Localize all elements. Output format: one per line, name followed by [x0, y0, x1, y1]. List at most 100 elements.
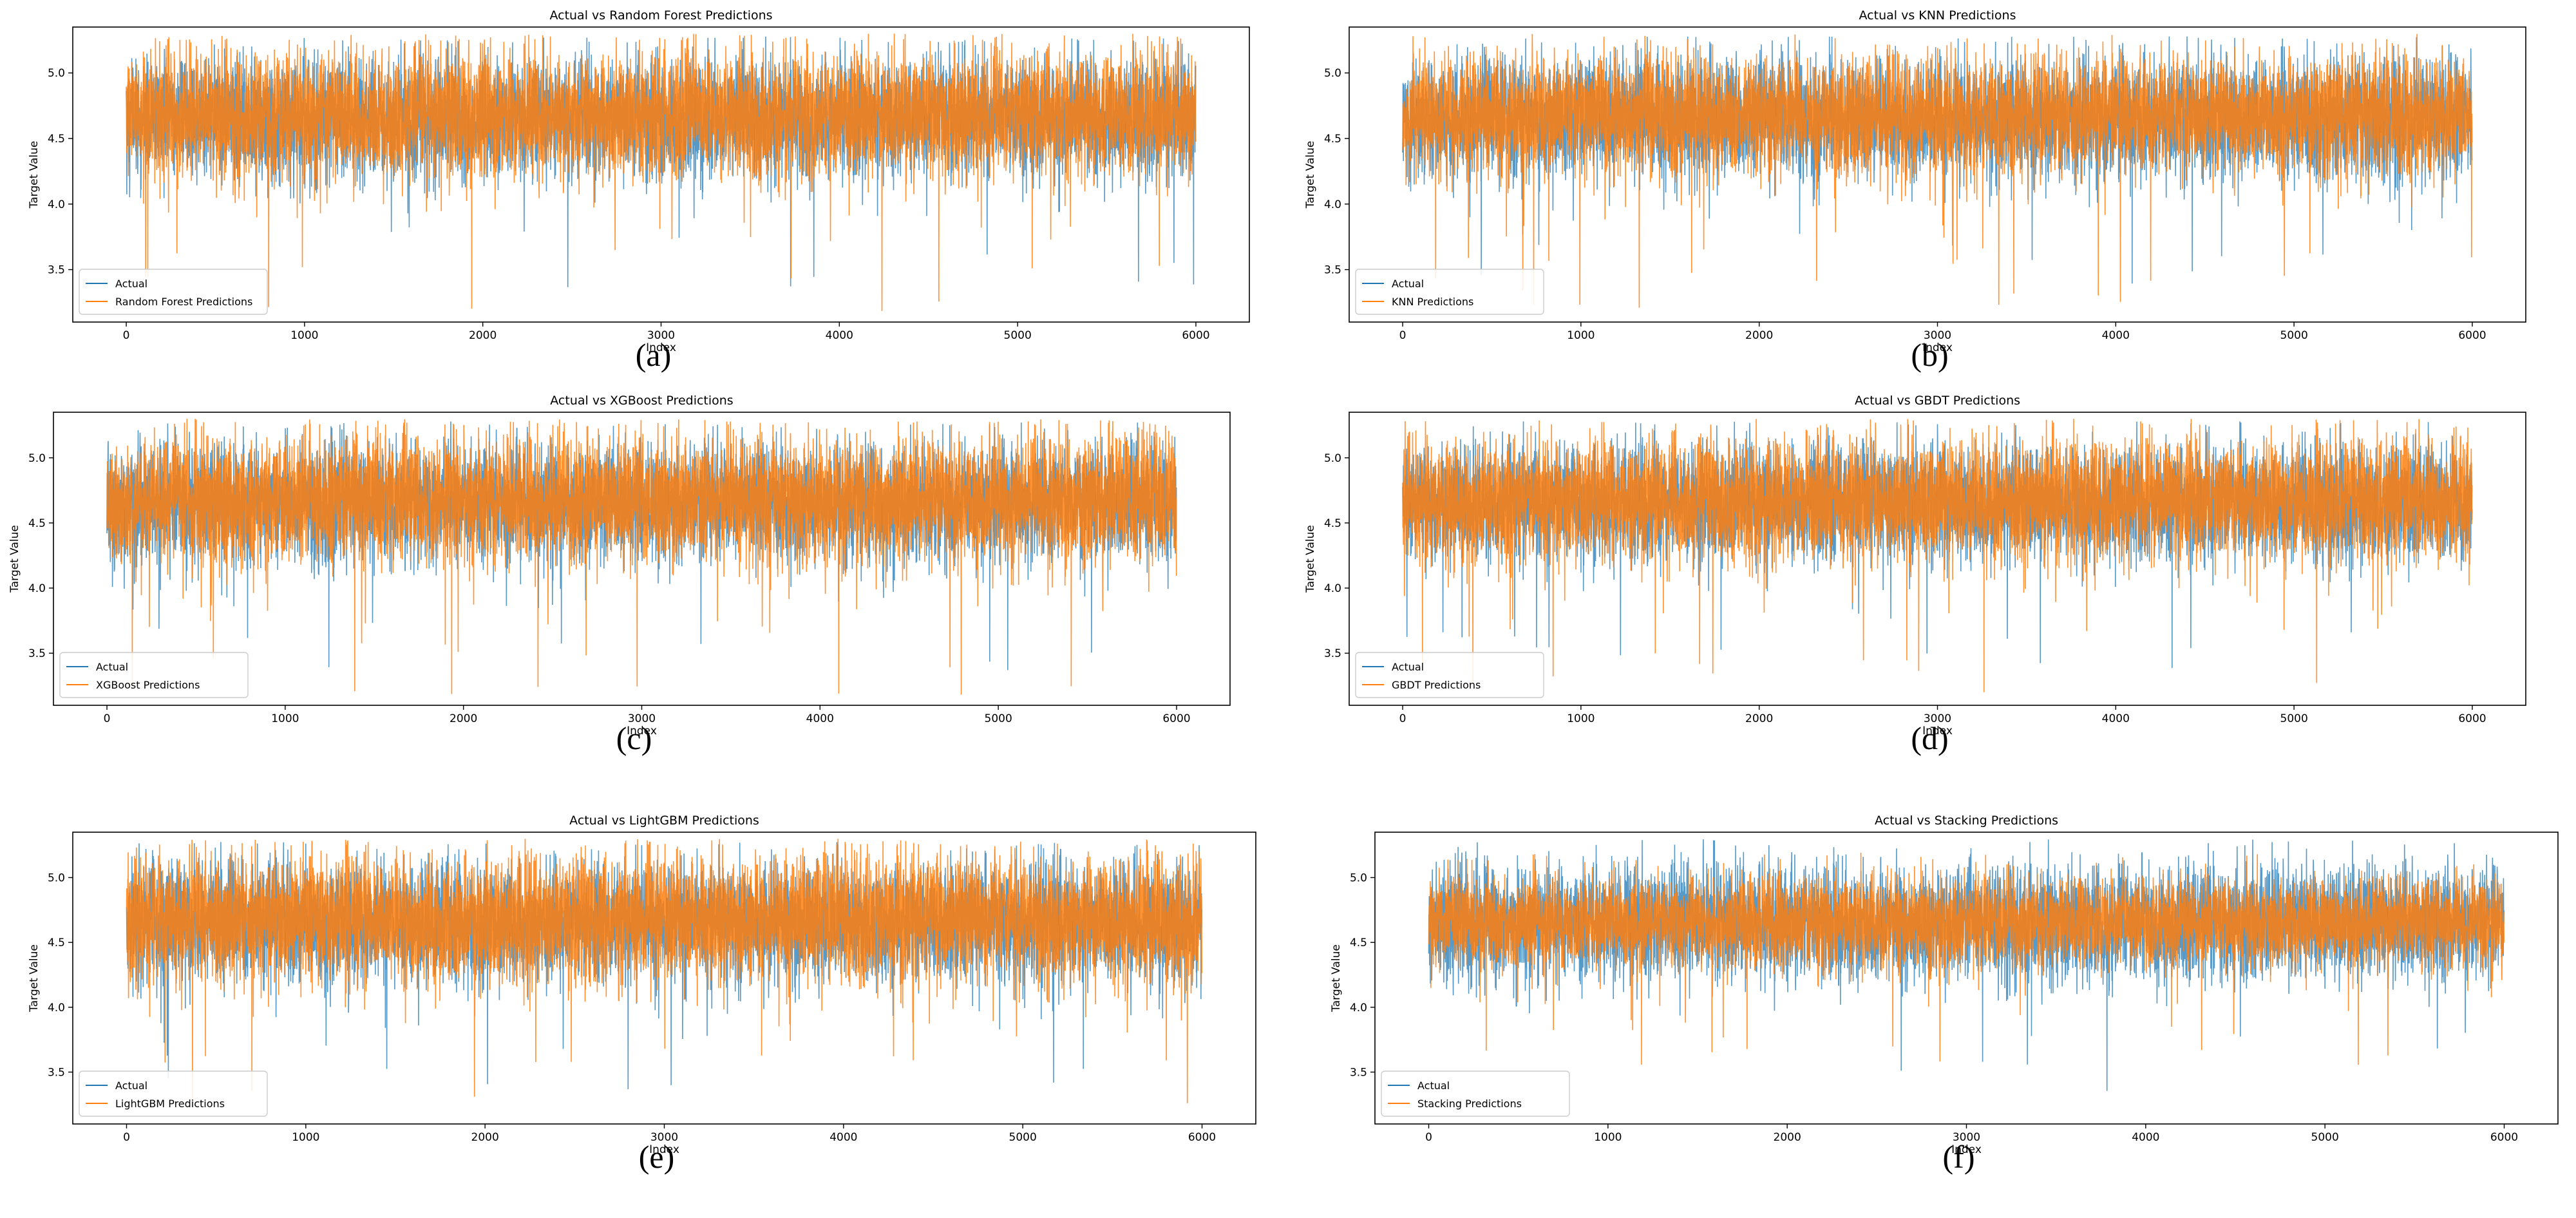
x-tick-label: 0: [1399, 712, 1406, 725]
y-tick-label: 5.0: [1324, 67, 1341, 80]
legend-box: [1381, 1071, 1570, 1117]
legend-label: Actual: [1392, 661, 1424, 673]
x-tick-label: 4000: [829, 1131, 857, 1144]
series-line-predictions: [1402, 419, 2473, 692]
x-tick-label: 6000: [2458, 712, 2486, 725]
y-axis-label: Target Value: [8, 525, 21, 593]
x-axis-label: Index: [1951, 1143, 1982, 1156]
panel-label: (b): [1911, 337, 1948, 373]
legend-label: Actual: [115, 278, 147, 290]
y-axis-label: Target Value: [28, 944, 41, 1013]
x-tick-label: 0: [123, 329, 130, 342]
y-tick-label: 5.0: [48, 871, 65, 884]
legend-label: XGBoost Predictions: [96, 679, 200, 691]
x-tick-label: 4000: [826, 329, 853, 342]
x-tick-label: 3000: [650, 1131, 678, 1144]
x-tick-label: 2000: [471, 1131, 499, 1144]
x-tick-label: 6000: [1188, 1131, 1216, 1144]
x-axis-label: Index: [649, 1143, 679, 1156]
x-tick-label: 5000: [2280, 712, 2308, 725]
plot-area: [1402, 33, 2473, 308]
x-axis-label: Index: [627, 725, 657, 737]
x-tick-label: 5000: [1009, 1131, 1037, 1144]
panel-label: (d): [1911, 720, 1948, 756]
x-tick-label: 1000: [1567, 712, 1595, 725]
series-line-predictions: [1428, 852, 2505, 1065]
chart-panel-2: 0 1000 2000 3000 4000 5000 6000 3.5 4.0 4.5 5.0 Act…: [1304, 8, 2526, 373]
panel-label: (a): [636, 337, 672, 373]
y-tick-label: 4.0: [48, 1002, 65, 1014]
x-tick-label: 6000: [2458, 329, 2486, 342]
legend-label: Actual: [115, 1080, 147, 1092]
series-line-predictions: [1402, 33, 2473, 308]
y-axis-label: Target Value: [1330, 944, 1343, 1013]
x-tick-label: 0: [1425, 1131, 1432, 1144]
x-tick-label: 1000: [271, 712, 299, 725]
x-tick-label: 2000: [1745, 329, 1773, 342]
series-line-predictions: [106, 419, 1177, 695]
chart-panel-5: 0 1000 2000 3000 4000 5000 6000 3.5 4.0 4.5 5.0 Act…: [28, 814, 1256, 1175]
y-axis-label: Target Value: [28, 141, 41, 209]
legend-box: [79, 269, 268, 315]
legend-label: Stacking Predictions: [1417, 1098, 1522, 1110]
plot-area: [126, 839, 1202, 1103]
legend-box: [1355, 269, 1544, 315]
x-tick-label: 6000: [1162, 712, 1190, 725]
x-tick-label: 6000: [1182, 329, 1209, 342]
x-tick-label: 6000: [2490, 1131, 2518, 1144]
legend-label: Random Forest Predictions: [115, 296, 252, 308]
chart-title: Actual vs Stacking Predictions: [1875, 814, 2058, 828]
plot-area: [1428, 839, 2505, 1091]
y-tick-label: 4.0: [28, 582, 46, 595]
y-tick-label: 5.0: [48, 67, 65, 80]
y-tick-label: 3.5: [1324, 647, 1341, 660]
panel-label: (c): [616, 720, 652, 756]
y-tick-label: 3.5: [1350, 1066, 1367, 1079]
x-axis-label: Index: [1922, 341, 1953, 354]
x-tick-label: 4000: [2102, 712, 2130, 725]
panel-label: (e): [639, 1139, 675, 1175]
series-line-predictions: [126, 839, 1202, 1103]
panel-label: (f): [1943, 1139, 1975, 1175]
y-tick-label: 4.5: [1324, 133, 1341, 146]
legend-label: Actual: [96, 661, 128, 673]
x-tick-label: 1000: [290, 329, 318, 342]
x-tick-label: 1000: [1594, 1131, 1622, 1144]
y-tick-label: 4.5: [1324, 517, 1341, 530]
x-tick-label: 4000: [806, 712, 834, 725]
chart-title: Actual vs GBDT Predictions: [1855, 394, 2020, 408]
y-tick-label: 4.0: [48, 198, 65, 211]
x-tick-label: 3000: [1953, 1131, 1980, 1144]
y-tick-label: 3.5: [48, 1066, 65, 1079]
y-tick-label: 4.0: [1350, 1002, 1367, 1014]
x-tick-label: 1000: [292, 1131, 319, 1144]
y-tick-label: 4.5: [48, 133, 65, 146]
y-tick-label: 3.5: [28, 647, 46, 660]
legend-box: [1355, 652, 1544, 698]
y-tick-label: 5.0: [1350, 871, 1367, 884]
x-tick-label: 3000: [647, 329, 675, 342]
x-tick-label: 2000: [450, 712, 477, 725]
chart-panel-3: 0 1000 2000 3000 4000 5000 6000 3.5 4.0 4.5 5.0 Act…: [8, 394, 1231, 756]
chart-panel-1: 0 1000 2000 3000 4000 5000 6000 3.5 4.0 4.5 5.0 Act…: [28, 8, 1250, 373]
chart-title: Actual vs Random Forest Predictions: [549, 8, 772, 23]
plot-area: [1402, 419, 2473, 692]
x-axis-label: Index: [646, 341, 676, 354]
x-tick-label: 0: [123, 1131, 130, 1144]
x-tick-label: 0: [104, 712, 111, 725]
y-tick-label: 5.0: [1324, 452, 1341, 465]
y-tick-label: 4.5: [28, 517, 46, 530]
x-tick-label: 2000: [1774, 1131, 1801, 1144]
x-tick-label: 5000: [2280, 329, 2308, 342]
legend-label: GBDT Predictions: [1392, 679, 1481, 691]
legend-box: [59, 652, 249, 698]
x-tick-label: 5000: [1004, 329, 1032, 342]
x-tick-label: 3000: [1924, 712, 1951, 725]
series-line-actual: [1428, 839, 2505, 1091]
legend-label: Actual: [1392, 278, 1424, 290]
chart-title: Actual vs XGBoost Predictions: [550, 394, 733, 408]
x-tick-label: 5000: [2311, 1131, 2339, 1144]
y-tick-label: 4.5: [48, 937, 65, 949]
legend-label: KNN Predictions: [1392, 296, 1473, 308]
